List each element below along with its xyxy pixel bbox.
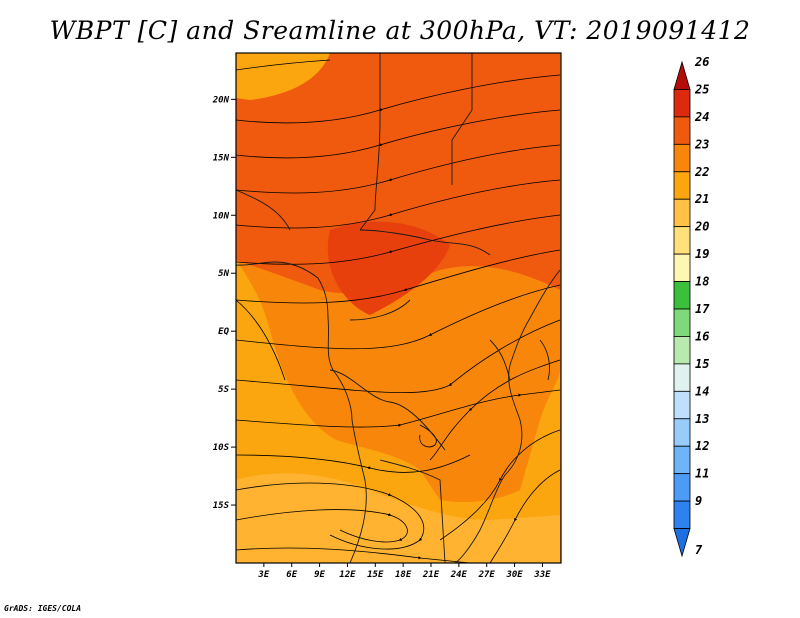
colorbar-swatch xyxy=(673,198,691,228)
lon-tick-label: 12E xyxy=(339,570,356,580)
longitude-axis: 3E 6E 9E 12E 15E 18E 21E 24E 27E 30E 33E xyxy=(257,563,551,580)
colorbar-swatch xyxy=(673,500,691,529)
streamline xyxy=(236,284,561,350)
streamline-eddy xyxy=(419,424,437,448)
lon-tick-label: 33E xyxy=(533,570,551,580)
streamline xyxy=(236,249,561,304)
colorbar-swatch xyxy=(673,171,691,200)
colorbar-swatch xyxy=(673,143,691,173)
colorbar: 26 25 24 23 22 21 20 19 18 17 16 15 14 13 12 11 9 7 xyxy=(673,55,710,558)
lon-tick-label: 21E xyxy=(422,570,440,580)
colorbar-label: 23 xyxy=(694,137,709,151)
colorbar-label: 21 xyxy=(694,192,709,206)
streamline xyxy=(236,509,408,543)
field-nw-22 xyxy=(236,53,330,100)
streamline xyxy=(439,429,561,541)
streamline xyxy=(236,547,471,563)
colorbar-label: 15 xyxy=(695,357,709,371)
lon-tick-label: 30E xyxy=(505,570,523,580)
colorbar-label: 19 xyxy=(695,247,709,261)
colorbar-label: 25 xyxy=(694,82,709,96)
latitude-axis: 20N 15N 10N 5N EQ 5S 10S 15S xyxy=(212,95,236,511)
streamline xyxy=(236,454,471,473)
colorbar-label: 14 xyxy=(695,384,709,398)
colorbar-label: 7 xyxy=(695,543,703,557)
border xyxy=(329,369,446,451)
lat-tick-label: 10S xyxy=(213,443,230,453)
streamline xyxy=(236,299,286,381)
colorbar-swatch xyxy=(673,445,691,475)
colorbar-swatch xyxy=(673,473,691,502)
colorbar-swatch xyxy=(673,418,691,447)
colorbar-label: 18 xyxy=(695,275,709,289)
temperature-shading xyxy=(236,53,561,563)
colorbar-label: 9 xyxy=(695,494,702,508)
lake-shore xyxy=(539,339,551,381)
colorbar-swatch xyxy=(673,253,691,282)
colorbar-swatch xyxy=(673,528,691,558)
lon-tick-label: 6E xyxy=(286,570,297,580)
colorbar-swatch xyxy=(673,226,691,255)
coastline-west xyxy=(236,261,367,563)
colorbar-swatch xyxy=(673,60,691,90)
border xyxy=(236,189,291,231)
field-core-24 xyxy=(327,221,450,315)
map-title: WBPT [C] and Sreamline at 300hPa, VT: 20… xyxy=(49,16,751,45)
colorbar-swatch xyxy=(673,336,691,365)
field-north-24 xyxy=(236,53,560,294)
colorbar-label: 13 xyxy=(695,412,709,426)
colorbar-label: 16 xyxy=(695,329,709,343)
colorbar-swatch xyxy=(673,89,691,118)
lon-tick-label: 9E xyxy=(314,570,325,580)
colorbar-swatch xyxy=(673,390,691,420)
country-borders xyxy=(236,53,561,563)
border xyxy=(379,459,446,563)
lat-tick-label: 15N xyxy=(213,153,230,163)
coastline-east xyxy=(454,269,561,563)
lon-tick-label: 24E xyxy=(450,570,468,580)
colorbar-swatch xyxy=(673,308,691,337)
lon-tick-label: 3E xyxy=(257,570,269,580)
streamline xyxy=(236,109,561,159)
streamline xyxy=(236,389,561,428)
border xyxy=(359,229,491,256)
streamline xyxy=(236,482,425,550)
colorbar-label: 12 xyxy=(695,439,709,453)
colorbar-swatch xyxy=(673,281,691,310)
lat-tick-label: 5S xyxy=(218,385,229,395)
border xyxy=(451,53,473,185)
border xyxy=(359,53,381,231)
colorbar-label: 20 xyxy=(694,220,709,234)
streamline xyxy=(489,469,561,563)
colorbar-label: 24 xyxy=(694,110,709,124)
footer-credit: GrADS: IGES/COLA xyxy=(4,604,82,613)
streamline xyxy=(236,319,561,393)
colorbar-swatch xyxy=(673,363,691,392)
lake-shore xyxy=(489,339,511,381)
colorbar-swatch xyxy=(673,116,691,145)
lat-tick-label: 10N xyxy=(213,211,230,221)
streamline xyxy=(429,359,561,461)
lat-tick-label: 5N xyxy=(218,269,229,279)
colorbar-label: 22 xyxy=(694,165,709,179)
lon-tick-label: 18E xyxy=(395,570,412,580)
border xyxy=(349,299,411,321)
lat-tick-label: EQ xyxy=(218,327,229,337)
colorbar-label: 17 xyxy=(695,302,710,316)
lon-tick-label: 15E xyxy=(367,570,384,580)
colorbar-label: 11 xyxy=(695,467,709,481)
colorbar-label: 26 xyxy=(694,55,709,69)
lat-tick-label: 15S xyxy=(213,501,230,511)
lat-tick-label: 20N xyxy=(212,95,230,105)
streamline xyxy=(236,59,331,71)
plot-frame xyxy=(235,52,562,564)
streamline xyxy=(236,144,561,194)
streamline xyxy=(236,214,561,265)
lon-tick-label: 27E xyxy=(478,570,496,580)
streamline xyxy=(236,179,561,229)
